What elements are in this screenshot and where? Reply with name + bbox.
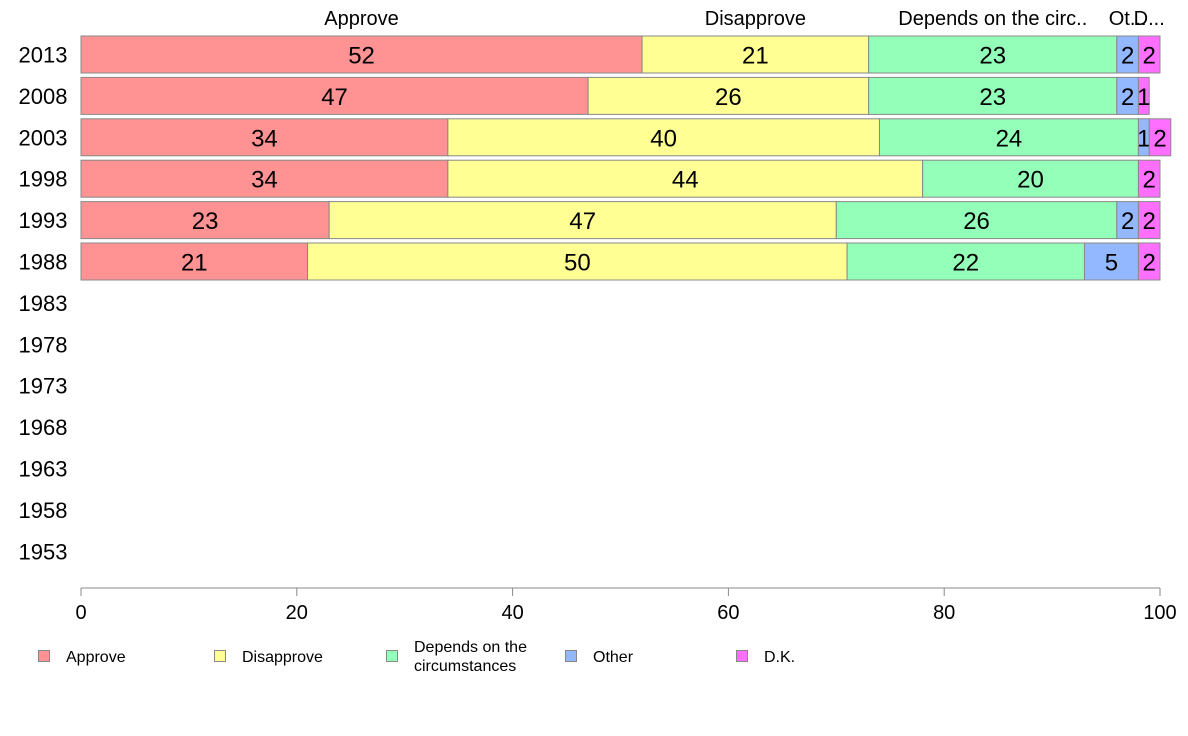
bar-segment xyxy=(328,201,837,240)
bar-value-label: 1 xyxy=(1137,84,1150,111)
bar-value-label: 2 xyxy=(1143,43,1156,70)
legend-swatch xyxy=(736,650,748,662)
legend-swatch xyxy=(386,650,398,662)
bar-segment xyxy=(1137,35,1161,74)
x-tick-label: 60 xyxy=(717,602,739,624)
x-tick-label: 40 xyxy=(501,602,523,624)
bar-segment xyxy=(1148,118,1172,157)
year-label: 1963 xyxy=(19,457,68,482)
bar-value-label: 50 xyxy=(564,250,591,277)
year-label: 1968 xyxy=(19,415,68,440)
bar-value-label: 24 xyxy=(996,125,1023,152)
bar-value-label: 2 xyxy=(1121,208,1134,235)
bar-value-label: 2 xyxy=(1153,125,1166,152)
year-label: 2003 xyxy=(19,125,68,150)
bar-value-label: 26 xyxy=(715,84,742,111)
bar-value-label: 34 xyxy=(251,125,278,152)
legend-item: Approve xyxy=(38,640,126,667)
column-header: D... xyxy=(1134,8,1165,30)
bar-value-label: 40 xyxy=(650,125,677,152)
year-label: 1988 xyxy=(19,250,68,275)
x-tick-label: 20 xyxy=(286,602,308,624)
year-label: 1953 xyxy=(19,539,68,564)
bars: 52 21 23 2 247 26 23 2 134 40 24 1 234 44 20 223 47 26 2 22… xyxy=(80,35,1172,281)
year-label: 1973 xyxy=(19,374,68,399)
bar-value-label: 47 xyxy=(321,84,348,111)
column-header: Depends on the circ.. xyxy=(898,8,1087,30)
legend-label: Disapprove xyxy=(242,649,323,666)
year-label: 2008 xyxy=(19,84,68,109)
year-label: 1958 xyxy=(19,498,68,523)
legend-label: Other xyxy=(593,649,634,666)
bar-segment xyxy=(1137,76,1150,115)
bar-value-label: 21 xyxy=(181,250,208,277)
bar-segment xyxy=(80,159,449,198)
bar-value-label: 2 xyxy=(1121,84,1134,111)
legend-swatch xyxy=(214,650,226,662)
x-tick-label: 0 xyxy=(75,602,86,624)
column-headers: Approve Disapprove Depends on the circ.. Ot… xyxy=(324,8,1164,30)
bar-value-label: 26 xyxy=(963,208,990,235)
year-label: 2013 xyxy=(19,43,68,68)
bar-value-label: 2 xyxy=(1143,167,1156,194)
bar-value-label: 1 xyxy=(1137,125,1150,152)
bar-segment xyxy=(1137,201,1161,240)
bar-value-label: 2 xyxy=(1121,43,1134,70)
legend-label: D.K. xyxy=(764,649,796,666)
year-label: 1983 xyxy=(19,291,68,316)
bar-segment xyxy=(447,118,880,157)
bar-value-label: 21 xyxy=(742,43,769,70)
bar-segment xyxy=(641,35,870,74)
bar-value-label: 23 xyxy=(979,84,1006,111)
bar-value-label: 23 xyxy=(979,43,1006,70)
column-header: Approve xyxy=(324,8,399,30)
bar-segment xyxy=(80,118,449,157)
bar-value-label: 34 xyxy=(251,167,278,194)
x-tick-label: 80 xyxy=(933,602,955,624)
column-header: Ot... xyxy=(1109,8,1147,30)
bar-value-label: 23 xyxy=(192,208,219,235)
legend-item: Other xyxy=(565,640,633,667)
x-tick-label: 100 xyxy=(1143,602,1176,624)
stacked-bar-chart: Approve Disapprove Depends on the circ.. Ot… xyxy=(19,8,1177,624)
year-label: 1993 xyxy=(19,208,68,233)
bar-segment xyxy=(80,201,330,240)
bar-value-label: 47 xyxy=(569,208,596,235)
legend: Approve Disapprove Depends on the circumst… xyxy=(38,639,1158,690)
bar-value-label: 22 xyxy=(952,250,979,277)
bar-segment xyxy=(1137,159,1161,198)
bar-segment xyxy=(1083,242,1139,281)
column-header: Disapprove xyxy=(705,8,806,30)
legend-item: Depends on the circumstances xyxy=(386,639,527,676)
legend-item: D.K. xyxy=(736,640,795,667)
bar-value-label: 2 xyxy=(1143,250,1156,277)
bar-segment xyxy=(1137,242,1161,281)
bar-segment xyxy=(868,76,1118,115)
bar-segment xyxy=(80,242,309,281)
bar-value-label: 52 xyxy=(348,43,375,70)
bar-segment xyxy=(307,242,848,281)
bar-segment xyxy=(80,76,589,115)
bar-value-label: 20 xyxy=(1017,167,1044,194)
legend-label: Approve xyxy=(66,649,126,666)
x-axis: 0 20 40 60 80 100 xyxy=(75,587,1177,624)
bar-value-label: 2 xyxy=(1143,208,1156,235)
legend-label: Depends on the circumstances xyxy=(414,639,527,675)
bar-value-label: 5 xyxy=(1105,250,1118,277)
bar-segment xyxy=(587,76,870,115)
legend-swatch xyxy=(565,650,577,662)
bar-value-label: 44 xyxy=(672,167,699,194)
legend-swatch xyxy=(38,650,50,662)
year-labels: 2013 2008 2003 1998 1993 1988 1983 1978 1973 1968… xyxy=(19,43,68,565)
bar-segment xyxy=(447,159,924,198)
year-label: 1978 xyxy=(19,332,68,357)
legend-item: Disapprove xyxy=(214,640,323,667)
year-label: 1998 xyxy=(19,167,68,192)
